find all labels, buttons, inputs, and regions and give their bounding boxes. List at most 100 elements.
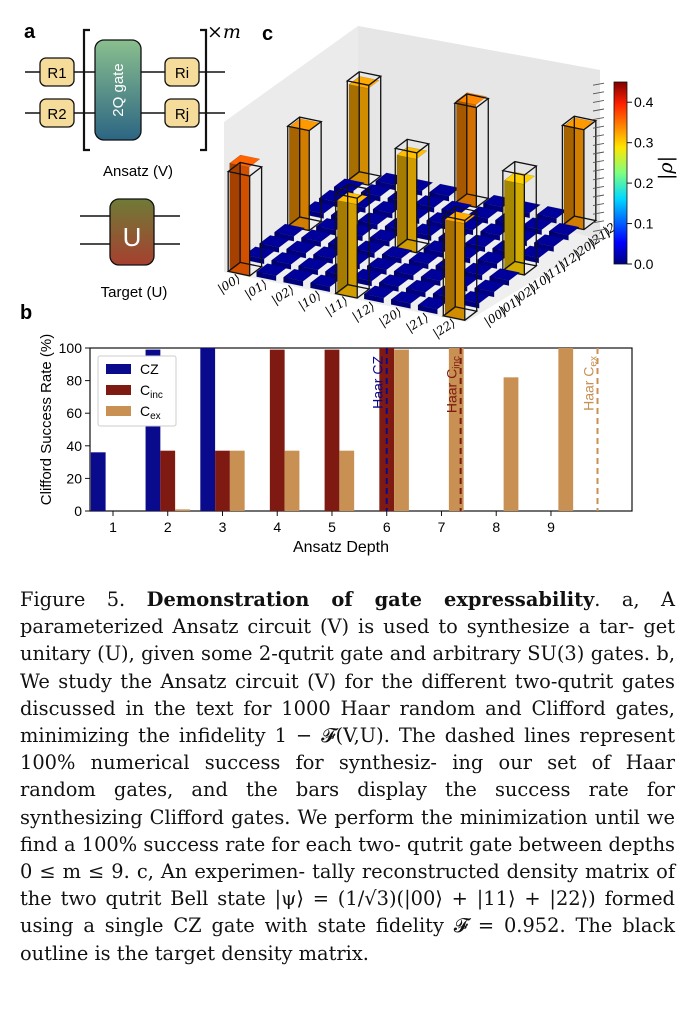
caption-title: Demonstration of gate expressability (146, 588, 595, 611)
density-bar (366, 257, 398, 275)
caption-line-13: with state fidelity 𝓕 = 0.952. The black… (20, 914, 675, 965)
gate-r2: R2 (39, 98, 75, 128)
bar-c_ex-2 (175, 509, 190, 511)
caption-figure-number: Figure 5. (20, 588, 126, 611)
y-tick-label: 60 (66, 405, 82, 421)
bar-c_ex-6 (394, 349, 409, 511)
density-peak-bar (393, 138, 431, 254)
gate-r1: R1 (39, 57, 75, 87)
figure-panel: a ×m R1 R2 Ri Rj 2Q gate Ansatz (V) (20, 21, 677, 556)
target-outline (393, 138, 431, 254)
z-tick (592, 125, 605, 129)
colorbar-tick-label: 0.2 (634, 175, 654, 191)
caption-line-5: and Clifford gates, minimizing the infid… (20, 696, 675, 748)
panel-label-b: b (20, 302, 32, 324)
z-tick (592, 211, 605, 215)
row-label: |00⟩ (215, 271, 243, 296)
caption-seg-b: b, We study the Ansatz circuit (V) for t… (20, 642, 675, 693)
z-tick (592, 160, 605, 164)
haar-label-c_ex: Haar Cex (581, 356, 600, 411)
density-peak-bar (501, 160, 538, 276)
caption-line-6: dashed lines represent 100% numerical su… (20, 724, 675, 775)
y-tick-label: 0 (74, 503, 82, 519)
row-label: |12⟩ (350, 299, 378, 324)
row-label: |01⟩ (242, 277, 270, 302)
density-bar (489, 268, 521, 286)
density-peak-bar (453, 92, 490, 209)
x-tick-label: 4 (273, 519, 281, 535)
x-tick-label: 2 (164, 519, 172, 535)
gate-ri: Ri (164, 57, 200, 87)
caption-line-11: tally reconstructed density matrix of th… (20, 860, 675, 911)
density-bar (533, 234, 565, 252)
density-bar (465, 234, 497, 253)
row-label: |10⟩ (296, 288, 324, 313)
y-tick-label: 20 (66, 470, 82, 486)
caption-line-10: qutrit gate between depths 0 ≤ m ≤ 9. (20, 832, 676, 884)
density-bar (381, 245, 413, 264)
gate-2q-label: 2Q gate (110, 63, 127, 116)
target-gate-label: U (123, 222, 142, 252)
colorbar (613, 81, 628, 265)
z-tick (592, 151, 605, 155)
bar-c_ex-8 (503, 377, 519, 511)
density-bar (286, 240, 318, 259)
bar-c_ex-5 (339, 450, 355, 511)
x-tick-label: 8 (492, 519, 500, 535)
plot-frame (89, 347, 633, 512)
haar-label-c_inc: Haar Cinc (444, 356, 463, 413)
panel-a-circuit: a ×m R1 R2 Ri Rj 2Q gate Ansatz (V) (24, 21, 241, 301)
bar-c_inc-4 (269, 349, 285, 511)
panel-label-c: c (262, 23, 273, 45)
density-bar (548, 222, 580, 241)
x-tick-label: 6 (383, 519, 391, 535)
colorbar-label: |ρ| (655, 156, 677, 180)
caption-line-14: density matrix. (221, 941, 369, 965)
row-label: |11⟩ (323, 294, 351, 319)
bar-c_inc-2 (160, 450, 176, 511)
bar-c_ex-4 (284, 450, 300, 511)
target-outline (334, 184, 371, 299)
gate-rj: Rj (164, 98, 200, 128)
caption-line-1: parameterized Ansatz circuit (V) is used… (20, 615, 635, 639)
svg-text:Ri: Ri (175, 65, 189, 82)
target-outline (501, 160, 538, 276)
z-tick (592, 99, 605, 103)
caption-line-8: success rate for synthesizing Clifford g… (20, 778, 675, 829)
z-tick (592, 82, 605, 86)
density-bar (536, 205, 568, 224)
haar-label-cz: Haar CZ (370, 356, 386, 409)
x-tick-label: 7 (438, 519, 446, 535)
bar-c_ex-9 (558, 348, 574, 511)
bar-cz-3 (200, 348, 216, 511)
density-peak-bar (286, 116, 323, 232)
target-outline (453, 93, 490, 209)
gate-2q: 2Q gate (94, 39, 142, 141)
target-outline (226, 161, 264, 277)
caption-psi: |ψ⟩ = (1/√3)(|00⟩ + |11⟩ + |22⟩) (274, 887, 596, 911)
legend-swatch-c_inc (106, 385, 131, 395)
density-bar (378, 274, 410, 292)
caption-line-4: two-qutrit gates discussed in the text f… (20, 669, 675, 720)
caption-line-9: minimization until we find a 100% succes… (20, 805, 675, 856)
ansatz-label: Ansatz (V) (103, 163, 173, 180)
row-label: |02⟩ (269, 283, 297, 308)
density-bar (259, 234, 291, 253)
caption-line-7: ing our set of Haar random gates, and th… (20, 751, 676, 802)
target-label: Target (U) (101, 284, 168, 301)
y-tick-label: 40 (66, 438, 82, 454)
legend-swatch-cz (106, 364, 131, 374)
density-bar (474, 279, 506, 298)
z-tick (592, 108, 605, 112)
density-bar (312, 246, 344, 264)
z-tick (592, 168, 605, 172)
density-bar (300, 229, 332, 247)
caption-line-2: get unitary (U), given some 2-qutrit gat… (20, 615, 675, 666)
caption-line-3: gates. (590, 642, 651, 666)
z-tick (592, 220, 605, 224)
row-label: |22⟩ (430, 316, 458, 341)
density-bar (310, 274, 342, 293)
colorbar-tick-label: 0.3 (634, 135, 654, 151)
density-peak-bar (334, 184, 371, 299)
z-tick (592, 228, 605, 232)
